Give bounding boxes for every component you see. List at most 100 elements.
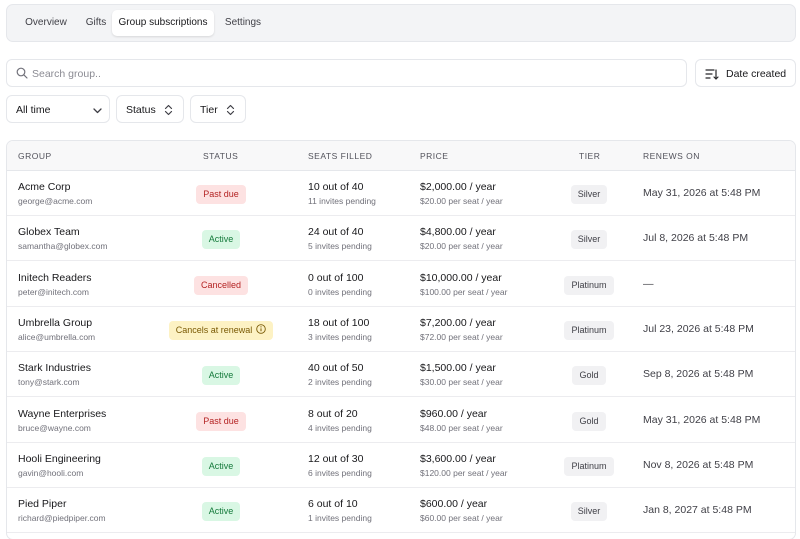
renews-on: Jul 8, 2026 at 5:48 PM bbox=[643, 232, 749, 245]
column-header-status[interactable]: STATUS bbox=[203, 151, 239, 161]
status-badge-label: Active bbox=[208, 506, 234, 517]
column-header-price[interactable]: PRICE bbox=[420, 151, 449, 161]
renews-on: Nov 8, 2026 at 5:48 PM bbox=[643, 458, 754, 471]
column-header-renews[interactable]: RENEWS ON bbox=[643, 151, 700, 161]
price-per-year: $10,000.00 / year bbox=[420, 271, 502, 284]
status-badge: Active bbox=[201, 456, 241, 476]
status-cell: Active bbox=[157, 501, 285, 522]
group-name[interactable]: Wayne Enterprises bbox=[18, 407, 107, 420]
group-name[interactable]: Globex Team bbox=[18, 226, 80, 239]
tier-badge: Silver bbox=[570, 502, 608, 522]
tier-cell: Gold bbox=[547, 411, 631, 431]
table-row[interactable]: Umbrella Group alice@umbrella.com Cancels … bbox=[7, 307, 795, 352]
price-per-year: $4,800.00 / year bbox=[420, 226, 496, 239]
group-subscriptions-table: GROUP STATUS SEATS FILLED PRICE TIER REN… bbox=[6, 140, 796, 539]
tier-cell: Silver bbox=[547, 184, 631, 204]
renews-on: — bbox=[643, 277, 654, 290]
group-name[interactable]: Initech Readers bbox=[18, 271, 92, 284]
search-input[interactable] bbox=[32, 64, 672, 83]
price-per-year: $2,000.00 / year bbox=[420, 181, 496, 193]
tab-overview[interactable]: Overview bbox=[25, 17, 67, 28]
column-header-group[interactable]: GROUP bbox=[18, 151, 52, 161]
table-row[interactable]: Hooli Engineering gavin@hooli.com Active 12… bbox=[7, 443, 795, 488]
price-per-year: $7,200.00 / year bbox=[420, 316, 496, 329]
group-email: george@acme.com bbox=[18, 196, 93, 206]
tier-filter-button[interactable]: Tier bbox=[190, 95, 246, 123]
status-filter-label: Status bbox=[126, 104, 156, 116]
group-email: bruce@wayne.com bbox=[18, 422, 91, 433]
group-name[interactable]: Stark Industries bbox=[18, 362, 91, 375]
price-per-year: $3,600.00 / year bbox=[420, 452, 496, 465]
price-per-year: $960.00 / year bbox=[420, 407, 488, 420]
table-header: GROUP STATUS SEATS FILLED PRICE TIER REN… bbox=[7, 141, 795, 171]
table-row[interactable]: Acme Corp george@acme.com Past due 10 out o… bbox=[7, 171, 795, 216]
status-badge-label: Active bbox=[208, 234, 234, 245]
time-filter-select[interactable]: All time bbox=[6, 95, 110, 123]
status-cell: Active bbox=[157, 365, 285, 386]
tier-badge: Platinum bbox=[564, 320, 614, 340]
table-row[interactable]: Pied Piper richard@piedpiper.com Active 6 o… bbox=[7, 488, 795, 534]
group-email: richard@piedpiper.com bbox=[18, 513, 106, 524]
group-name[interactable]: Pied Piper bbox=[18, 498, 67, 511]
column-header-tier[interactable]: TIER bbox=[579, 151, 601, 161]
renews-on: Jan 8, 2027 at 5:48 PM bbox=[643, 504, 752, 517]
tier-filter-label: Tier bbox=[200, 104, 218, 116]
tier-cell: Silver bbox=[547, 501, 631, 522]
search-icon bbox=[16, 67, 28, 79]
column-header-seats[interactable]: SEATS FILLED bbox=[308, 151, 373, 161]
tab-group-subscriptions[interactable]: Group subscriptions bbox=[112, 10, 214, 36]
tier-badge: Gold bbox=[572, 411, 606, 431]
status-badge: Cancelled bbox=[193, 275, 249, 295]
price-per-seat: $48.00 per seat / year bbox=[420, 422, 503, 433]
group-name[interactable]: Umbrella Group bbox=[18, 316, 93, 329]
table-row[interactable]: Stark Industries tony@stark.com Active 40 o… bbox=[7, 352, 795, 398]
tier-cell: Gold bbox=[547, 365, 631, 386]
seats-filled: 10 out of 40 bbox=[308, 181, 364, 193]
tab-gifts[interactable]: Gifts bbox=[85, 17, 107, 28]
time-filter-label: All time bbox=[16, 104, 51, 116]
status-badge: Cancels at renewal bbox=[168, 320, 274, 340]
tier-badge: Platinum bbox=[564, 275, 614, 295]
sort-button[interactable]: Date created bbox=[695, 59, 796, 87]
status-badge: Active bbox=[201, 502, 241, 522]
status-badge: Past due bbox=[196, 185, 246, 204]
invites-pending: 0 invites pending bbox=[308, 286, 372, 297]
group-email: tony@stark.com bbox=[18, 377, 80, 388]
price-per-year: $1,500.00 / year bbox=[420, 362, 496, 375]
price-per-seat: $120.00 per seat / year bbox=[420, 467, 508, 478]
table-row[interactable]: Initech Readers peter@initech.com Cancelle… bbox=[7, 262, 795, 307]
tier-badge: Platinum bbox=[564, 456, 614, 476]
status-badge-label: Active bbox=[208, 370, 234, 381]
sort-label: Date created bbox=[726, 68, 787, 80]
search-box bbox=[6, 59, 687, 87]
status-badge-label: Past due bbox=[203, 189, 239, 199]
price-per-year: $600.00 / year bbox=[420, 498, 488, 511]
info-icon[interactable] bbox=[256, 324, 267, 334]
tier-cell: Platinum bbox=[547, 456, 631, 476]
invites-pending: 11 invites pending bbox=[308, 196, 376, 206]
renews-on: May 31, 2026 at 5:48 PM bbox=[643, 413, 761, 426]
tab-settings[interactable]: Settings bbox=[224, 17, 262, 28]
renews-on: Sep 8, 2026 at 5:48 PM bbox=[643, 368, 754, 381]
group-email: gavin@hooli.com bbox=[18, 467, 84, 478]
tier-badge: Gold bbox=[572, 366, 606, 386]
invites-pending: 2 invites pending bbox=[308, 377, 372, 388]
seats-filled: 24 out of 40 bbox=[308, 226, 364, 239]
chevron-down-icon bbox=[93, 108, 102, 114]
group-name[interactable]: Hooli Engineering bbox=[18, 452, 101, 465]
group-name[interactable]: Acme Corp bbox=[18, 181, 71, 193]
seats-filled: 40 out of 50 bbox=[308, 362, 364, 375]
status-badge-label: Cancelled bbox=[200, 279, 242, 290]
table-row[interactable]: Wayne Enterprises bruce@wayne.com Past due… bbox=[7, 398, 795, 443]
table-row[interactable]: Globex Team samantha@globex.com Active 24 o… bbox=[7, 216, 795, 262]
status-cell: Cancels at renewal bbox=[157, 320, 285, 340]
sort-descending-icon bbox=[705, 69, 719, 80]
price-per-seat: $30.00 per seat / year bbox=[420, 377, 503, 388]
seats-filled: 0 out of 100 bbox=[308, 271, 364, 284]
invites-pending: 1 invites pending bbox=[308, 513, 372, 524]
group-email: peter@initech.com bbox=[18, 286, 89, 297]
price-per-seat: $72.00 per seat / year bbox=[420, 331, 503, 342]
status-filter-button[interactable]: Status bbox=[116, 95, 184, 123]
status-badge: Active bbox=[201, 230, 241, 250]
group-email: samantha@globex.com bbox=[18, 241, 108, 252]
